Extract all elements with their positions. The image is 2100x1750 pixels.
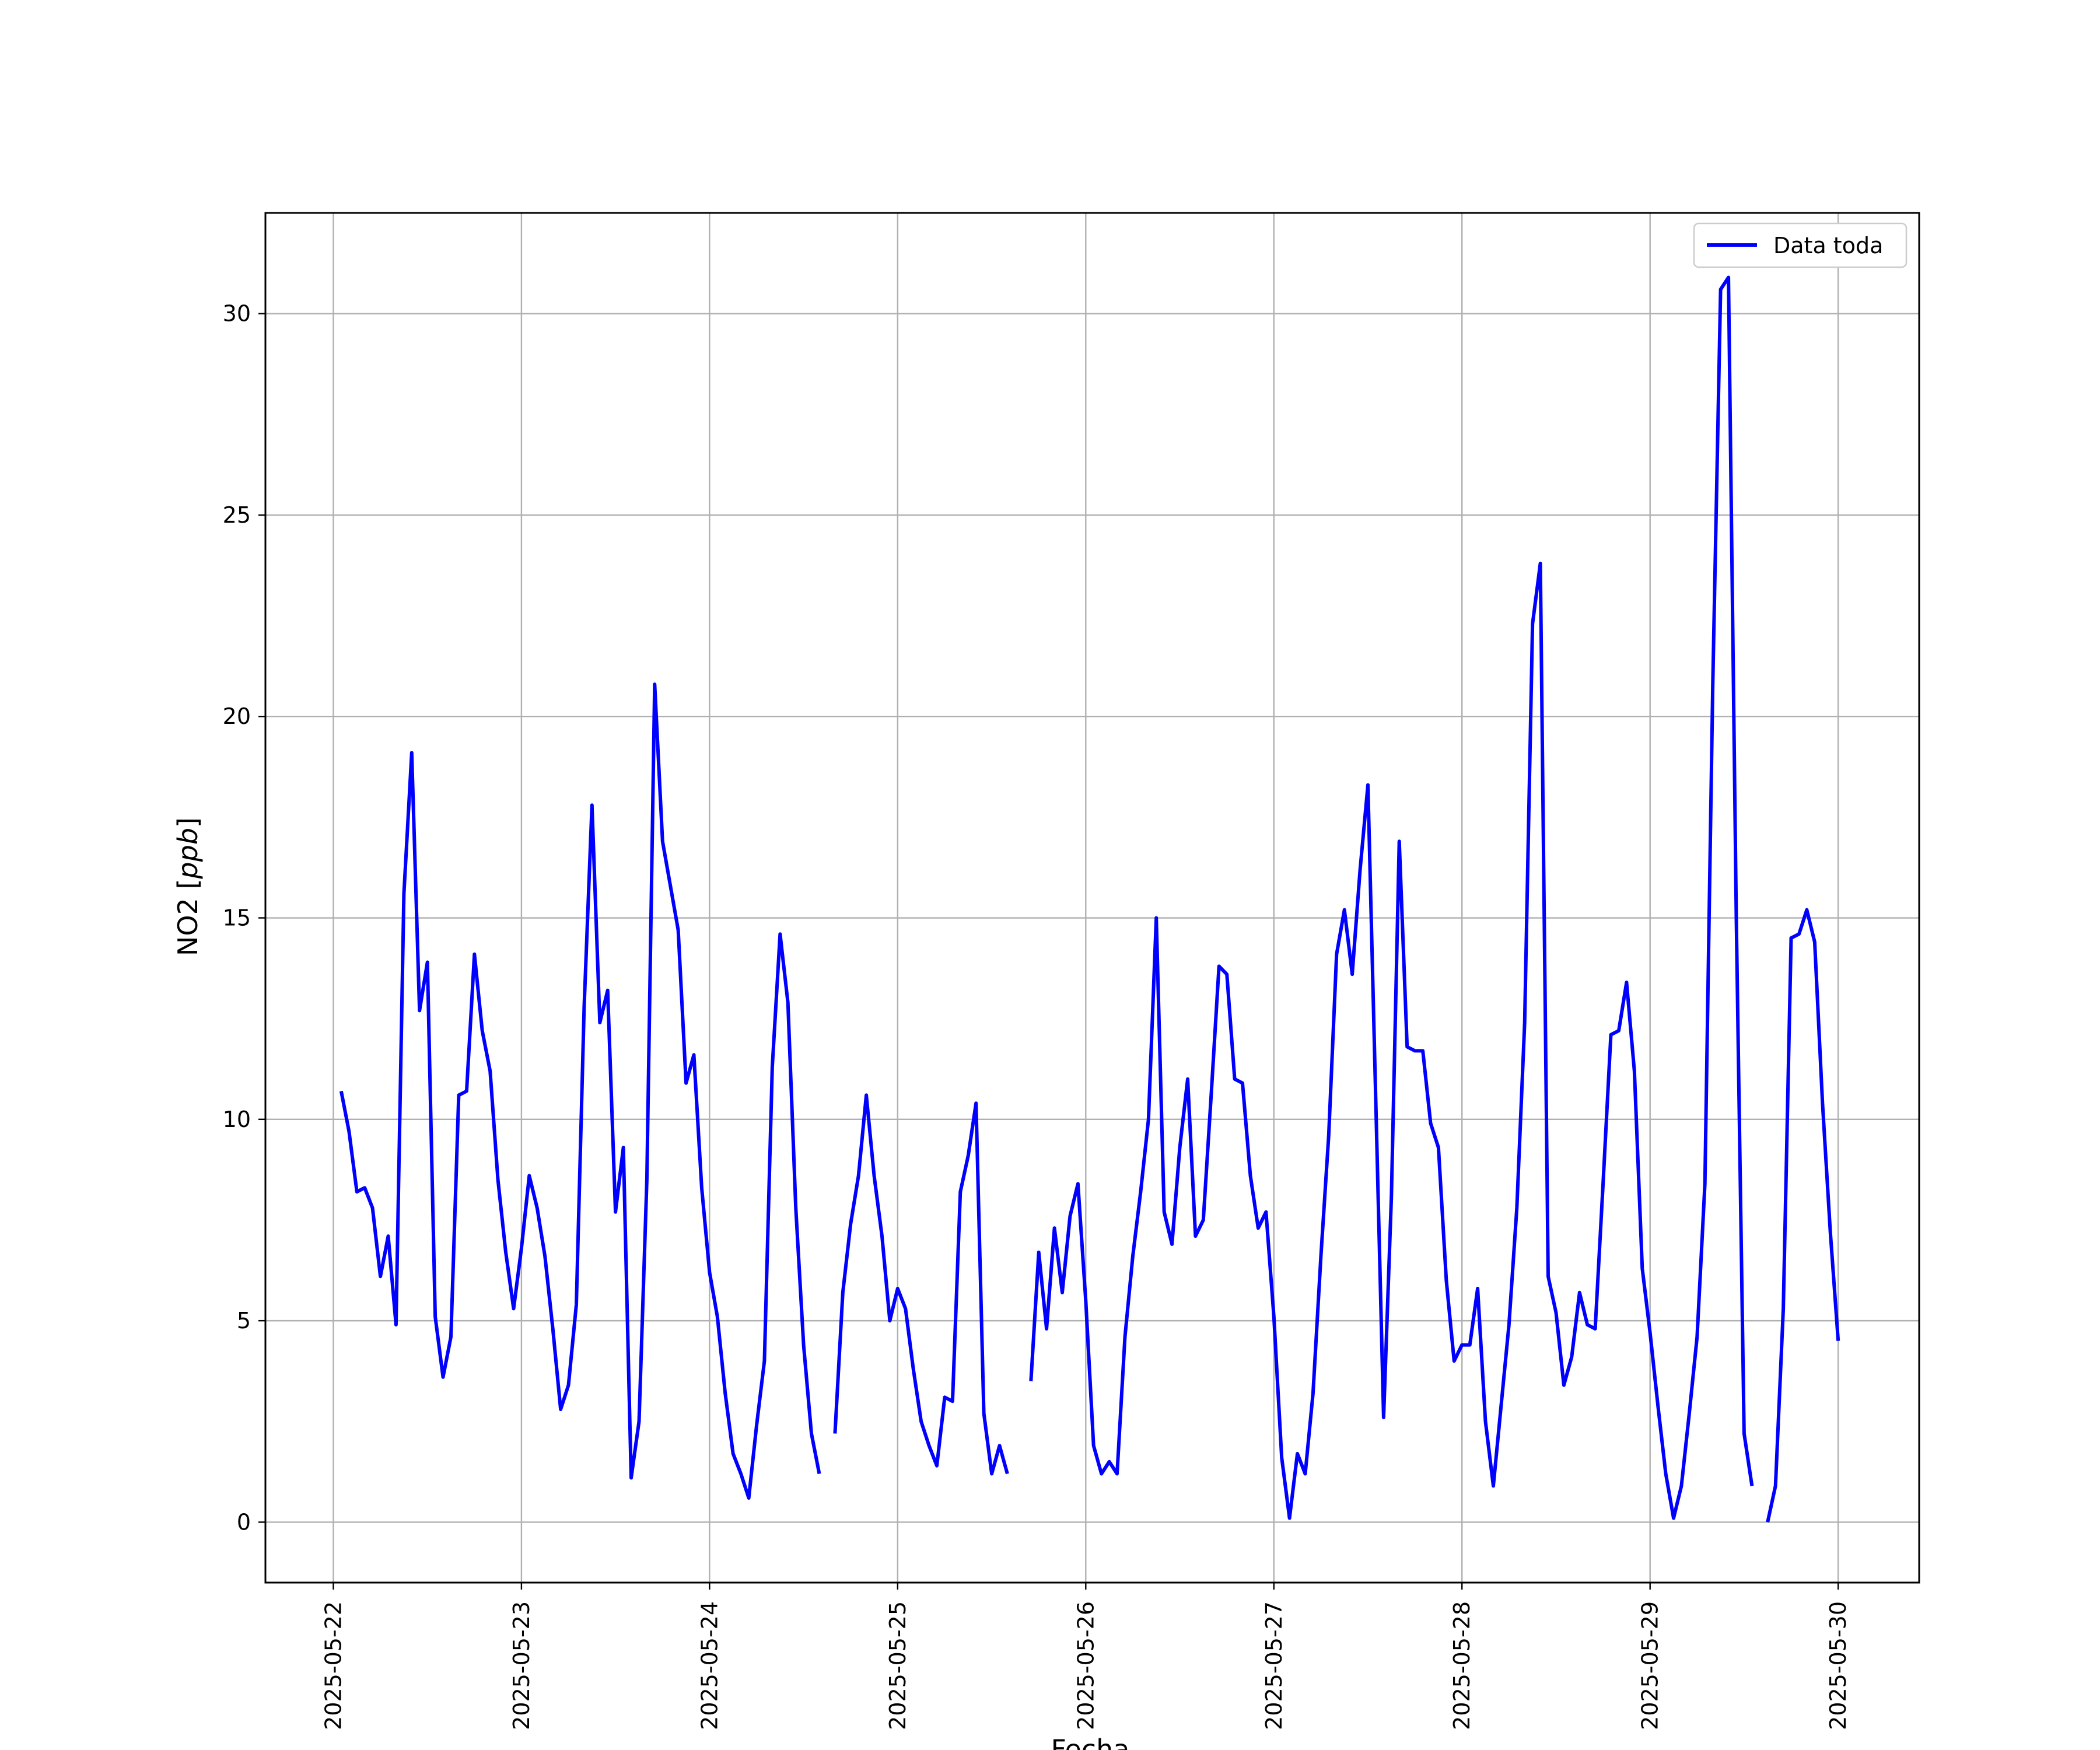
x-tick-label: 2025-05-30	[1825, 1601, 1851, 1730]
y-axis-label-unit: ppb	[172, 828, 204, 880]
series-lines	[339, 275, 1840, 1523]
y-tick-label: 0	[237, 1509, 251, 1535]
legend-label: Data toda	[1773, 233, 1883, 258]
x-tick-label: 2025-05-29	[1637, 1601, 1663, 1730]
series-line-segment	[1029, 275, 1754, 1520]
y-tick-label: 15	[223, 905, 251, 931]
y-tick-label: 25	[223, 502, 251, 528]
x-tick-label: 2025-05-28	[1449, 1601, 1475, 1730]
y-axis-label-main: NO2 [	[172, 879, 204, 956]
y-axis-label: NO2 [ppb]	[172, 817, 204, 956]
y-tick-label: 30	[223, 301, 251, 327]
y-axis: 0 5 10 15 20 25 30	[223, 301, 265, 1535]
x-tick-label: 2025-05-24	[696, 1601, 722, 1730]
plot-frame	[264, 212, 1920, 1584]
series-line-segment	[833, 1093, 1009, 1476]
x-tick-label: 2025-05-27	[1261, 1601, 1287, 1730]
series-line-segment	[1766, 908, 1840, 1523]
legend-box	[1693, 222, 1908, 268]
y-tick-label: 10	[223, 1107, 251, 1132]
x-axis: 2025-05-22 2025-05-23 2025-05-24 2025-05-25…	[320, 1583, 1851, 1730]
x-tick-label: 2025-05-22	[320, 1601, 346, 1730]
y-tick-label: 20	[223, 704, 251, 729]
x-axis-label: Fecha	[1051, 1734, 1130, 1750]
grid-lines	[265, 213, 1919, 1583]
x-tick-label: 2025-05-23	[509, 1601, 534, 1730]
y-tick-label: 5	[237, 1308, 251, 1334]
legend: Data toda	[1693, 222, 1908, 268]
x-tick-label: 2025-05-25	[885, 1601, 911, 1730]
y-axis-label-end: ]	[172, 817, 204, 828]
series-line-segment	[339, 682, 821, 1500]
x-tick-label: 2025-05-26	[1073, 1601, 1098, 1730]
